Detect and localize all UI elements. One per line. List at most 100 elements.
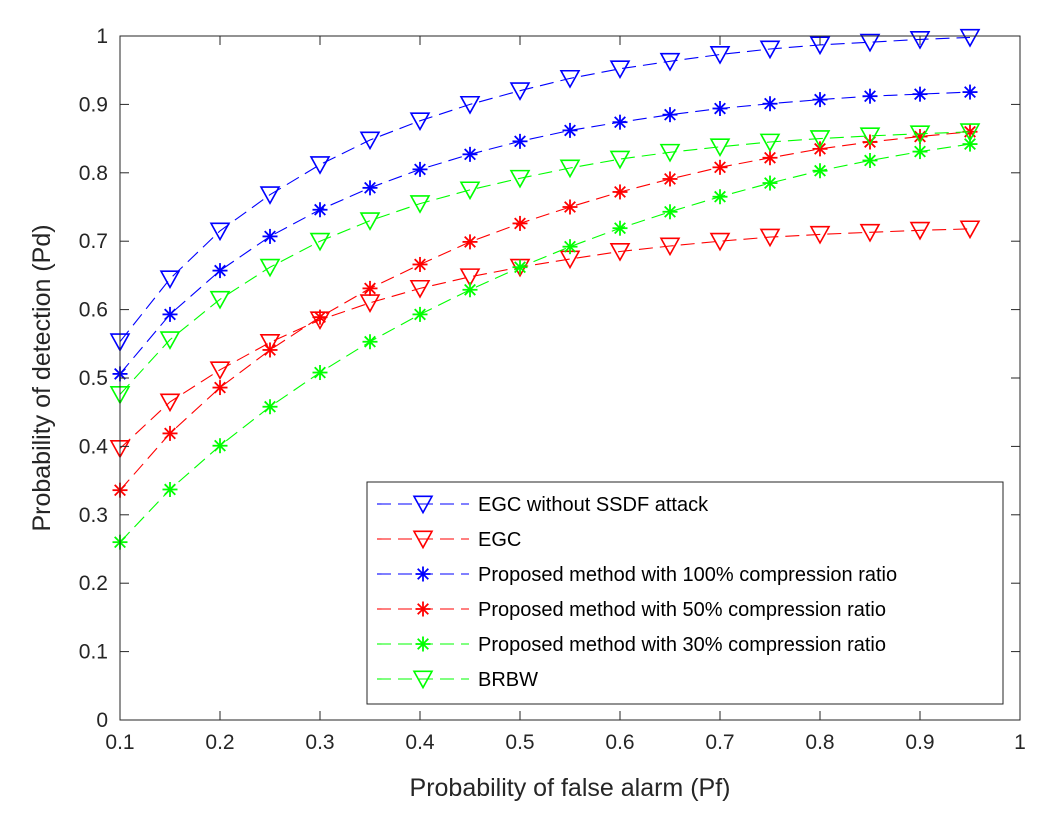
data-point (459, 181, 481, 201)
data-point (212, 438, 228, 454)
data-point (959, 220, 981, 240)
legend-entry: Proposed method with 100% compression ra… (377, 564, 897, 586)
asterisk-stroke (764, 97, 776, 110)
asterisk-stroke (314, 311, 326, 324)
data-point (662, 171, 678, 187)
data-point (459, 268, 481, 287)
data-point (562, 122, 578, 138)
data-point (159, 270, 181, 290)
data-point (312, 202, 328, 218)
asterisk-stroke (264, 400, 276, 413)
data-point (812, 141, 828, 157)
data-point (659, 237, 681, 257)
asterisk-stroke (914, 88, 926, 101)
legend-box (366, 481, 1004, 705)
data-point (262, 228, 278, 244)
x-tick-label: 0.3 (305, 731, 334, 754)
data-point (712, 159, 728, 175)
data-point (659, 52, 681, 72)
data-point (309, 232, 331, 252)
x-tick-label: 0.7 (705, 731, 734, 754)
data-point (462, 146, 478, 162)
legend-entry: Proposed method with 30% compression rat… (377, 634, 886, 656)
data-point (909, 221, 931, 241)
asterisk-stroke (714, 102, 726, 115)
asterisk-stroke (364, 335, 376, 348)
y-tick-label: 0.5 (79, 367, 108, 390)
y-axis-label: Probability of detection (Pd) (28, 224, 56, 531)
asterisk-stroke (564, 124, 576, 137)
legend-label: BRBW (478, 669, 538, 691)
asterisk-stroke (614, 116, 626, 129)
x-tick-label: 0.9 (905, 731, 934, 754)
data-point (162, 306, 178, 322)
asterisk-stroke (714, 161, 726, 174)
y-tick-label: 0.1 (79, 641, 108, 664)
y-tick-label: 0.2 (79, 572, 108, 595)
data-point (712, 101, 728, 117)
data-point (362, 180, 378, 196)
data-point (312, 309, 328, 325)
legend-entry: EGC (377, 529, 521, 551)
data-point (709, 138, 731, 158)
asterisk-stroke (564, 240, 576, 253)
asterisk-stroke (814, 164, 826, 177)
asterisk-stroke (964, 138, 976, 151)
data-point (412, 306, 428, 322)
data-point (309, 156, 331, 175)
asterisk-stroke (214, 381, 226, 394)
data-point (212, 380, 228, 396)
asterisk-stroke (914, 130, 926, 143)
asterisk-stroke (864, 90, 876, 103)
data-point (759, 228, 781, 248)
legend-marker (415, 601, 431, 617)
data-point (859, 127, 881, 147)
data-point (512, 259, 528, 275)
data-point (959, 123, 981, 142)
asterisk-stroke (264, 344, 276, 356)
data-point (312, 365, 328, 381)
data-point (862, 134, 878, 150)
data-point (359, 131, 381, 151)
series-1 (109, 28, 981, 352)
legend-marker (415, 636, 431, 652)
data-point (262, 342, 278, 358)
y-tick-label: 0.3 (79, 504, 108, 527)
asterisk-stroke (764, 177, 776, 189)
asterisk-stroke (814, 93, 826, 106)
x-tick-label: 0.5 (505, 731, 534, 754)
data-point (559, 69, 581, 89)
asterisk-stroke (464, 148, 476, 161)
legend-entry: BRBW (377, 669, 538, 691)
x-tick-label: 0.6 (605, 731, 634, 754)
asterisk-stroke (214, 439, 226, 452)
legend-marker (412, 530, 434, 550)
data-point (759, 40, 781, 60)
data-point (162, 481, 178, 497)
x-axis-label: Probability of false alarm (Pf) (410, 774, 731, 802)
data-point (509, 169, 531, 189)
asterisk-stroke (264, 230, 276, 243)
series-line (119, 91, 971, 375)
legend-marker (412, 495, 434, 515)
asterisk-stroke (564, 201, 576, 213)
data-point (862, 152, 878, 168)
data-point (459, 95, 481, 115)
data-point (362, 280, 378, 296)
data-point (962, 84, 978, 100)
legend-label: EGC without SSDF attack (478, 494, 709, 516)
data-point (659, 143, 681, 163)
data-point (709, 46, 731, 65)
data-point (362, 334, 378, 350)
asterisk-stroke (464, 235, 476, 248)
series-line (119, 228, 971, 449)
data-point (462, 282, 478, 298)
data-point (859, 223, 881, 243)
data-point (409, 279, 431, 299)
y-tick-label: 0.4 (79, 435, 109, 458)
data-point (759, 133, 781, 153)
legend: EGC without SSDF attack EGC Proposed metho… (366, 481, 1004, 705)
series-layer (109, 28, 981, 550)
legend-label: EGC (478, 529, 521, 551)
data-point (509, 82, 531, 101)
